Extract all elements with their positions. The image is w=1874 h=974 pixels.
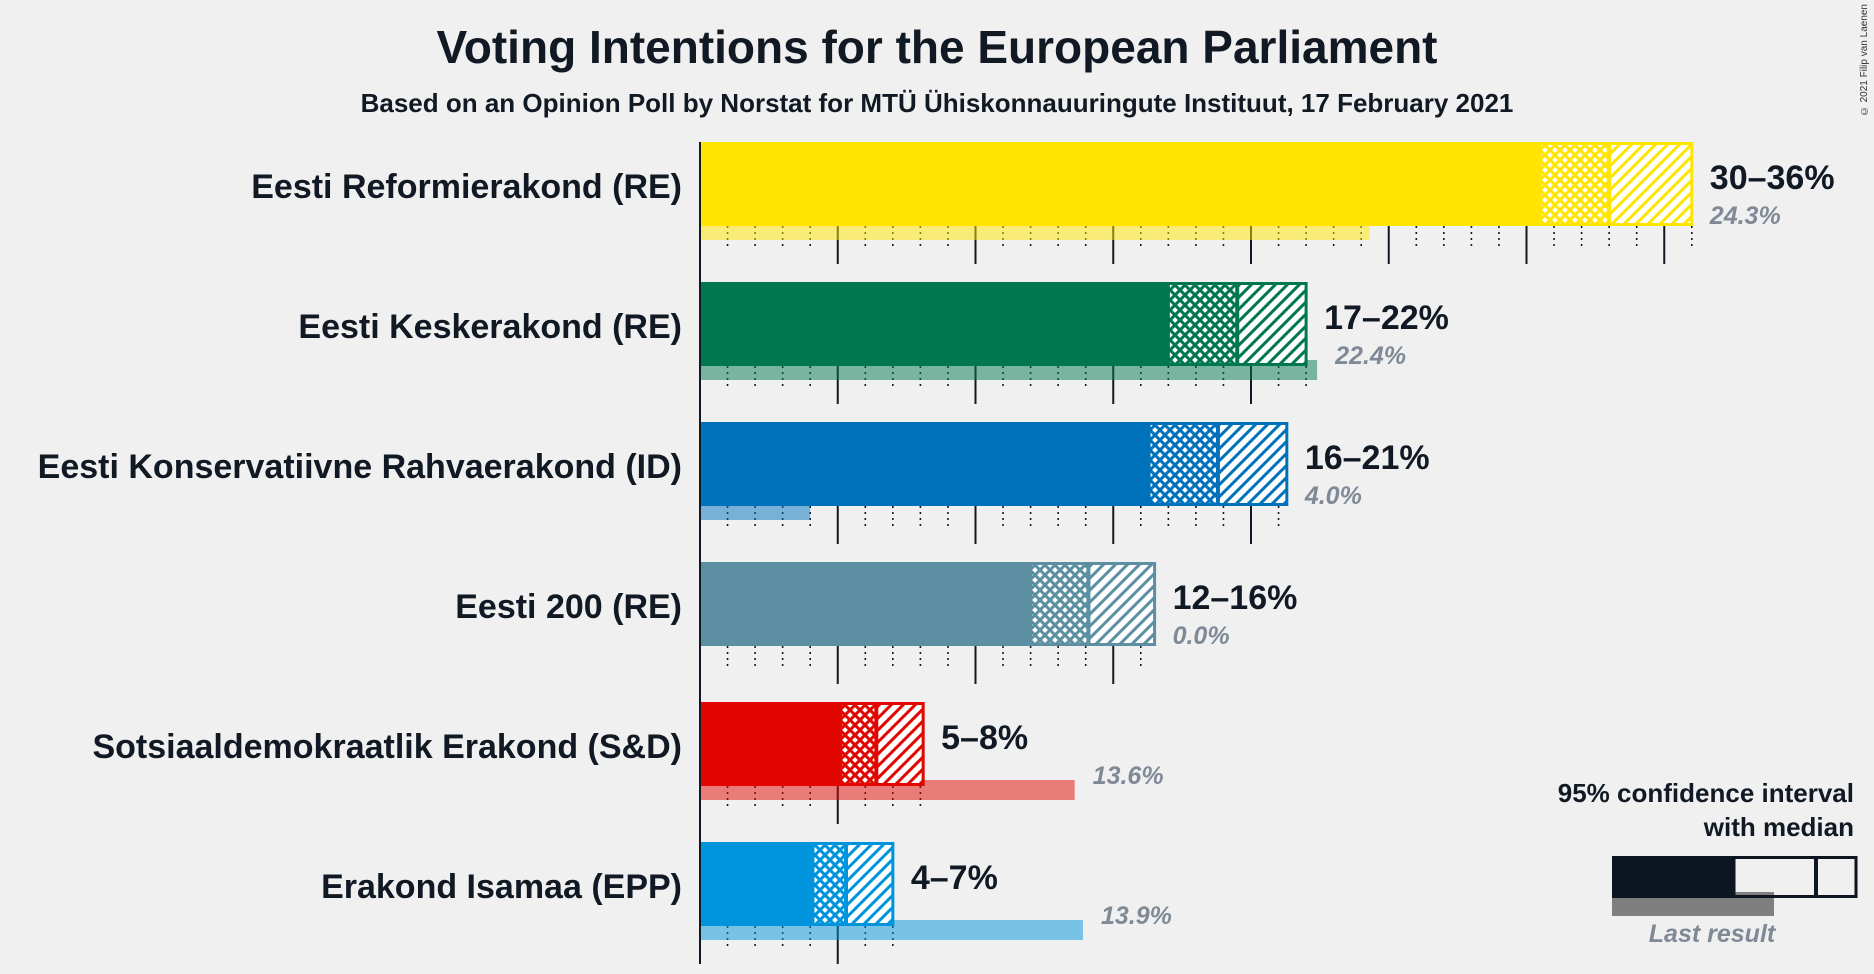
ci-hatch-segment (1217, 422, 1287, 506)
ci-crosshatch-segment (1168, 282, 1238, 366)
party-row: Eesti Keskerakond (RE) 17–22% 22.4% (298, 282, 1449, 404)
party-row: Eesti Konservatiivne Rahvaerakond (ID) 16… (38, 422, 1430, 544)
ci-outline (811, 842, 895, 926)
solid-bar (700, 562, 1031, 646)
ci-crosshatch-segment (1149, 422, 1218, 506)
ci-outline (1029, 562, 1157, 646)
legend-title-line1: 95% confidence interval (1557, 778, 1854, 808)
legend-crosshatch-segment (1734, 856, 1816, 898)
ci-hatch-segment (846, 842, 893, 926)
legend-last-result-label: Last result (1648, 920, 1776, 948)
last-result-label: 13.9% (1101, 902, 1172, 930)
legend-hatch-segment (1816, 856, 1856, 898)
party-label: Eesti Konservatiivne Rahvaerakond (ID) (38, 448, 682, 486)
legend-key (1612, 856, 1858, 916)
legend-ci-outline (1732, 856, 1858, 898)
solid-bar (700, 142, 1541, 226)
party-row: Eesti 200 (RE) 12–16% 0.0% (455, 562, 1297, 684)
range-label: 5–8% (941, 719, 1028, 757)
ci-crosshatch-segment (812, 842, 847, 926)
party-row: Sotsiaaldemokraatlik Erakond (S&D) 5–8% 13… (92, 702, 1164, 824)
last-result-label: 13.6% (1093, 762, 1164, 790)
range-label: 16–21% (1305, 439, 1430, 477)
range-label: 30–36% (1710, 159, 1835, 197)
range-label: 12–16% (1173, 579, 1298, 617)
solid-bar (700, 282, 1169, 366)
chart-title: Voting Intentions for the European Parli… (436, 21, 1438, 73)
party-label: Eesti Keskerakond (RE) (298, 308, 682, 346)
ci-crosshatch-segment (1540, 142, 1610, 226)
range-label: 17–22% (1324, 299, 1449, 337)
party-label: Sotsiaaldemokraatlik Erakond (S&D) (92, 728, 682, 766)
ci-crosshatch-segment (1030, 562, 1089, 646)
ci-crosshatch-segment (840, 702, 877, 786)
last-result-label: 4.0% (1304, 482, 1362, 510)
last-result-label: 24.3% (1709, 202, 1781, 230)
party-label: Eesti 200 (RE) (455, 588, 682, 626)
range-label: 4–7% (911, 859, 998, 897)
last-result-label: 22.4% (1334, 342, 1406, 370)
party-label: Erakond Isamaa (EPP) (321, 868, 682, 906)
ci-outline (1538, 142, 1694, 226)
legend-title-line2: with median (1703, 812, 1854, 842)
solid-bar (700, 842, 813, 926)
chart-subtitle: Based on an Opinion Poll by Norstat for … (360, 88, 1514, 118)
ci-outline (839, 702, 925, 786)
legend-solid-bar (1612, 856, 1734, 898)
legend-title: 95% confidence interval with median (1454, 776, 1854, 844)
party-row: Eesti Reformierakond (RE) 30–36% 24.3% (251, 142, 1835, 264)
party-row: Erakond Isamaa (EPP) 4–7% 13.9% (321, 842, 1172, 964)
party-label: Eesti Reformierakond (RE) (251, 168, 682, 206)
ci-hatch-segment (1237, 282, 1307, 366)
solid-bar (700, 702, 841, 786)
ci-hatch-segment (1609, 142, 1692, 226)
last-result-label: 0.0% (1173, 622, 1230, 650)
ci-hatch-segment (876, 702, 924, 786)
solid-bar (700, 422, 1150, 506)
ci-hatch-segment (1088, 562, 1155, 646)
